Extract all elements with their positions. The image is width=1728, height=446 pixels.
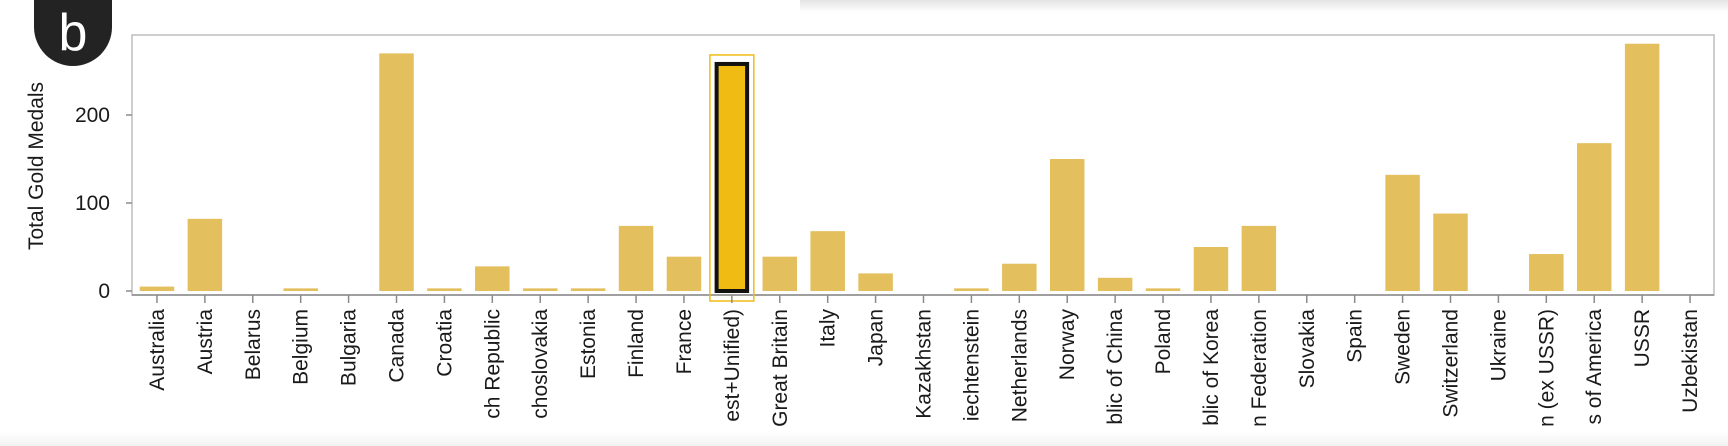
x-tick-label: Italy: [817, 309, 840, 348]
x-tick-label: Austria: [194, 309, 217, 375]
bar[interactable]: [1433, 213, 1468, 291]
bottom-fade: [0, 432, 1728, 446]
x-tick-label: France: [673, 309, 696, 374]
y-axis: 0 100 200: [75, 104, 132, 303]
bar[interactable]: [1002, 263, 1037, 291]
bar[interactable]: [666, 256, 702, 291]
x-axis-ticks: Australia Austria Belarus Belgium Bulgaria Ca…: [146, 295, 1702, 427]
x-tick-label: n Federation: [1248, 309, 1271, 427]
bar[interactable]: [1241, 225, 1277, 291]
y-tick-label: 200: [75, 104, 110, 127]
x-tick-label: Netherlands: [1008, 309, 1031, 422]
x-tick-label: Finland: [625, 309, 648, 378]
y-tick-label: 100: [75, 192, 110, 215]
y-tick-label: 0: [98, 280, 110, 303]
bar[interactable]: [1624, 43, 1660, 291]
x-tick-label: Uzbekistan: [1679, 309, 1702, 413]
plot-frame: [131, 34, 1715, 296]
x-tick-label: Estonia: [577, 309, 600, 379]
x-tick-label: Switzerland: [1440, 309, 1463, 418]
x-tick-label: blic of China: [1104, 309, 1127, 425]
bar[interactable]: [762, 256, 798, 291]
x-tick-label: USSR: [1631, 309, 1654, 367]
x-tick-label: est+Unified): [721, 309, 744, 422]
bar[interactable]: [379, 53, 414, 292]
x-tick-label: Australia: [146, 309, 169, 391]
x-tick-label: choslovakia: [529, 309, 552, 419]
bar[interactable]: [187, 218, 223, 291]
x-tick-label: Japan: [865, 309, 888, 366]
bar[interactable]: [810, 231, 845, 291]
bar[interactable]: [283, 288, 318, 291]
panel-badge: b: [34, 0, 112, 66]
bar[interactable]: [954, 288, 989, 291]
x-tick-label: Kazakhstan: [913, 309, 936, 419]
x-tick-label: Belarus: [242, 309, 265, 380]
x-tick-label: Ukraine: [1487, 309, 1510, 381]
x-tick-label: iechtenstein: [960, 309, 983, 421]
bar[interactable]: [1193, 247, 1229, 291]
bar[interactable]: [1576, 143, 1612, 291]
bar[interactable]: [570, 288, 606, 291]
x-tick-label: Bulgaria: [338, 309, 361, 386]
x-tick-label: Belgium: [290, 309, 313, 385]
bar[interactable]: [1049, 159, 1085, 291]
y-axis-label: Total Gold Medals: [25, 82, 48, 250]
x-tick-label: Croatia: [433, 309, 456, 377]
bar[interactable]: [475, 266, 510, 291]
bar[interactable]: [1145, 288, 1181, 291]
bar[interactable]: [139, 286, 175, 291]
top-shadow: [800, 0, 1728, 12]
x-tick-label: s of America: [1583, 309, 1606, 425]
x-tick-label: Poland: [1152, 309, 1175, 374]
x-tick-label: Norway: [1056, 309, 1079, 381]
x-tick-label: ch Republic: [481, 309, 504, 419]
bars: [139, 43, 1660, 302]
bar[interactable]: [522, 288, 558, 291]
x-tick-label: Great Britain: [769, 309, 792, 427]
bar[interactable]: [1385, 174, 1420, 291]
bar[interactable]: [1529, 254, 1564, 291]
bar-selected[interactable]: [714, 61, 750, 293]
bar[interactable]: [427, 288, 462, 291]
panel-badge-letter: b: [58, 4, 88, 62]
x-tick-label: Spain: [1344, 309, 1367, 363]
bar[interactable]: [858, 273, 893, 291]
x-tick-label: blic of Korea: [1200, 309, 1223, 426]
bar[interactable]: [1097, 277, 1133, 291]
x-tick-label: Sweden: [1392, 309, 1415, 385]
x-tick-label: n (ex USSR): [1535, 309, 1558, 427]
x-tick-label: Slovakia: [1296, 309, 1319, 389]
bar[interactable]: [618, 225, 654, 291]
x-tick-label: Canada: [386, 309, 409, 383]
